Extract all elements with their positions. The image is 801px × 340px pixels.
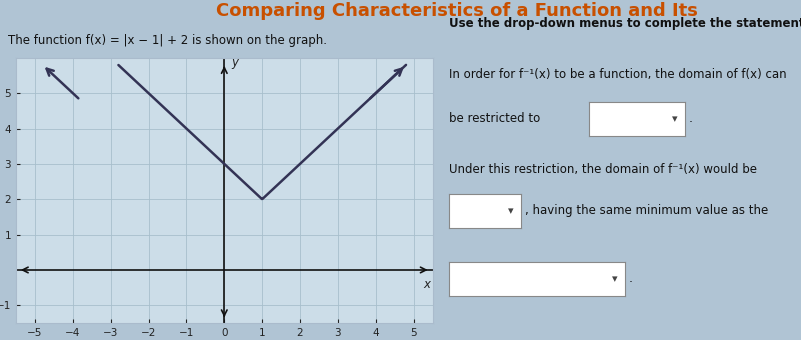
Text: be restricted to: be restricted to (449, 112, 540, 125)
Text: .: . (629, 272, 633, 285)
Text: , having the same minimum value as the: , having the same minimum value as the (525, 204, 768, 217)
Text: Use the drop-down menus to complete the statements.: Use the drop-down menus to complete the … (449, 17, 801, 30)
Text: Under this restriction, the domain of f⁻¹(x) would be: Under this restriction, the domain of f⁻… (449, 163, 757, 176)
Text: In order for f⁻¹(x) to be a function, the domain of f(x) can: In order for f⁻¹(x) to be a function, th… (449, 68, 787, 81)
Text: Comparing Characteristics of a Function and Its: Comparing Characteristics of a Function … (216, 2, 698, 20)
Text: ▾: ▾ (672, 114, 678, 124)
Text: y: y (231, 55, 238, 69)
Text: ▾: ▾ (612, 274, 618, 284)
Text: The function f(x) = |x − 1| + 2 is shown on the graph.: The function f(x) = |x − 1| + 2 is shown… (8, 34, 327, 47)
Text: x: x (424, 278, 430, 291)
Text: ▾: ▾ (508, 206, 514, 216)
Text: .: . (689, 113, 693, 125)
